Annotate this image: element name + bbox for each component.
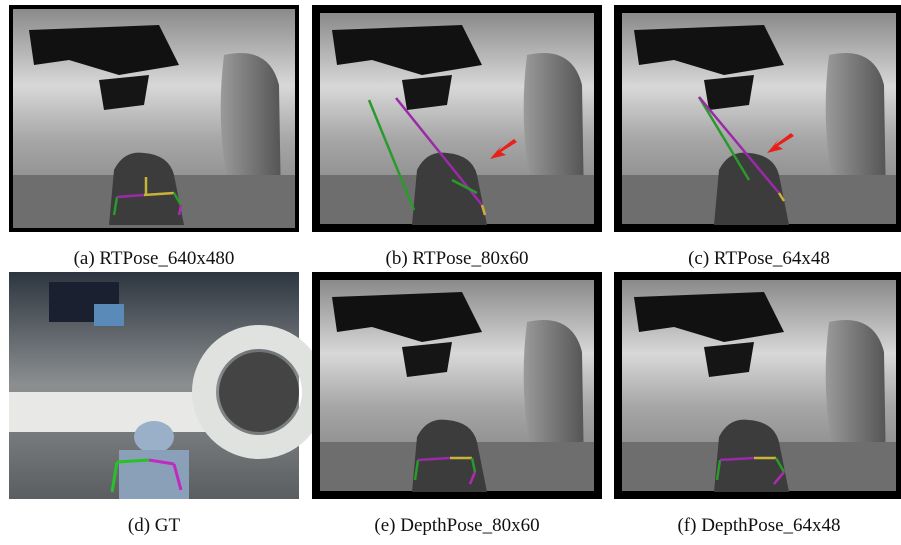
image-panel (312, 5, 602, 232)
caption: (c) RTPose_64x48 (688, 248, 830, 269)
table (9, 392, 209, 432)
image-panel (614, 5, 901, 232)
dark-region (402, 75, 452, 110)
page: (a) RTPose_640x480 (b) RTPose_80x60 (c) RT… (0, 0, 901, 545)
person-head (134, 421, 174, 453)
caption: (b) RTPose_80x60 (386, 248, 529, 269)
caption: (f) DepthPose_64x48 (677, 515, 840, 536)
caption: (a) RTPose_640x480 (74, 248, 235, 269)
caption: (e) DepthPose_80x60 (374, 515, 539, 536)
figure: (a) RTPose_640x480 (b) RTPose_80x60 (c) RT… (0, 0, 901, 545)
caption: (d) GT (128, 515, 181, 536)
dark-region (704, 342, 754, 377)
scanner-inner (219, 352, 299, 432)
dark-region (704, 75, 754, 110)
image-panel (614, 272, 901, 499)
dark-region (99, 75, 149, 110)
skeleton-limb (117, 460, 149, 462)
image-panel (9, 5, 299, 232)
image-panel (312, 272, 602, 499)
monitor (94, 304, 124, 326)
image-panel (9, 272, 314, 499)
person-body (119, 450, 189, 499)
dark-region (402, 342, 452, 377)
